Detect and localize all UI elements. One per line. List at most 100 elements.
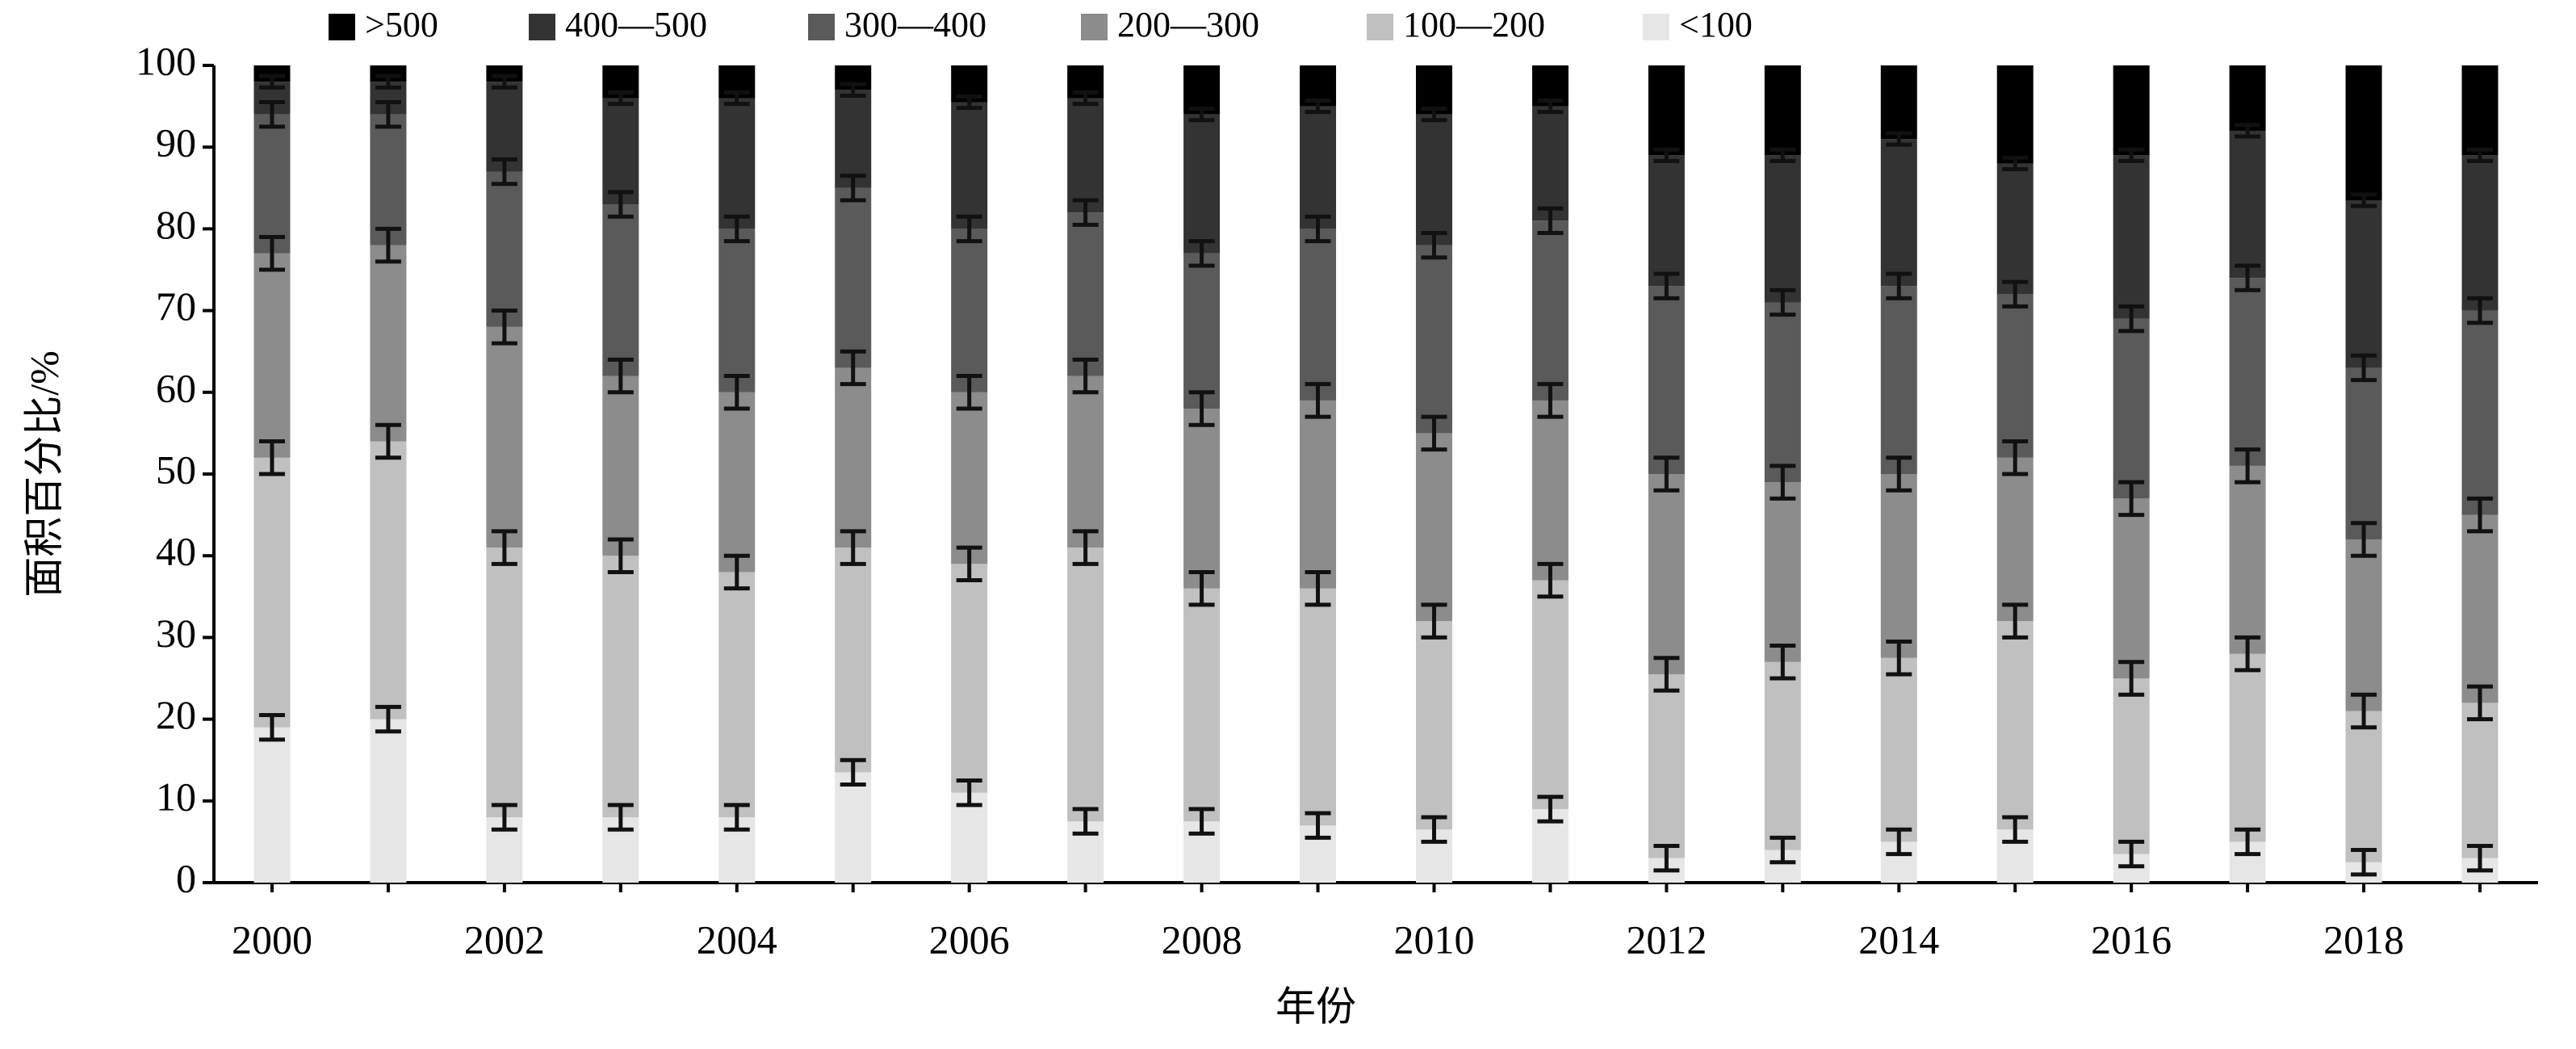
error-bar bbox=[1072, 529, 1099, 566]
bar-segment bbox=[2461, 155, 2499, 311]
bar-segment bbox=[1415, 114, 1452, 245]
bar-segment bbox=[486, 326, 523, 548]
bar-segment bbox=[951, 792, 988, 883]
bar-segment bbox=[2229, 653, 2266, 842]
bar-segment bbox=[1531, 220, 1569, 401]
error-bar bbox=[607, 357, 634, 395]
error-bar bbox=[2002, 815, 2029, 844]
bar-segment bbox=[602, 376, 639, 556]
error-bar bbox=[956, 214, 982, 244]
bar-segment bbox=[718, 98, 756, 229]
error-bar bbox=[607, 190, 634, 219]
error-bar bbox=[1537, 99, 1564, 115]
error-bar bbox=[491, 157, 517, 187]
error-bar bbox=[1653, 843, 1680, 873]
error-bar bbox=[840, 757, 866, 787]
error-bar bbox=[2235, 123, 2261, 139]
error-bar bbox=[1886, 639, 1912, 677]
error-bar bbox=[2351, 521, 2377, 558]
bar-segment bbox=[2113, 318, 2150, 499]
error-bar bbox=[1188, 239, 1215, 268]
error-bar bbox=[2351, 353, 2377, 383]
bar-segment bbox=[1648, 474, 1685, 674]
bar-segment bbox=[1067, 98, 1104, 213]
error-bar bbox=[491, 529, 517, 566]
error-bar bbox=[1770, 287, 1796, 317]
x-tick-label: 2012 bbox=[1626, 917, 1707, 962]
error-bar bbox=[956, 94, 982, 111]
error-bar bbox=[258, 73, 285, 90]
bar-segment bbox=[951, 229, 988, 392]
error-bar bbox=[840, 174, 866, 203]
bar-segment bbox=[1764, 482, 1801, 662]
bar-segment bbox=[1415, 245, 1452, 434]
error-bar bbox=[1770, 464, 1796, 501]
bar-segment bbox=[2229, 65, 2266, 131]
error-bar bbox=[1537, 206, 1564, 235]
error-bar bbox=[1421, 107, 1447, 123]
error-bar bbox=[723, 214, 750, 244]
error-bar bbox=[607, 803, 634, 832]
bar-segment bbox=[718, 392, 756, 573]
error-bar bbox=[1072, 90, 1099, 107]
error-bar bbox=[2235, 447, 2261, 485]
y-tick-label: 10 bbox=[156, 774, 196, 819]
y-tick-label: 50 bbox=[156, 447, 196, 492]
bar-segment bbox=[1880, 657, 1917, 842]
bar-segment bbox=[1648, 673, 1685, 858]
error-bar bbox=[1072, 357, 1099, 395]
error-bar bbox=[2002, 279, 2029, 309]
x-tick-label: 2010 bbox=[1393, 917, 1474, 962]
bar-segment bbox=[370, 114, 407, 245]
bar-segment bbox=[1880, 139, 1917, 287]
bar-segment bbox=[1415, 433, 1452, 622]
legend-label: 300—400 bbox=[844, 5, 986, 44]
error-bar bbox=[723, 90, 750, 107]
bar-segment bbox=[1996, 294, 2034, 458]
error-bar bbox=[1653, 455, 1680, 493]
legend-swatch bbox=[1081, 14, 1108, 40]
bar-segment bbox=[1067, 376, 1104, 548]
bar-segment bbox=[370, 245, 407, 442]
error-bar bbox=[2002, 155, 2029, 172]
error-bar bbox=[1305, 382, 1331, 419]
bar-segment bbox=[2461, 703, 2499, 858]
error-bar bbox=[1072, 198, 1099, 227]
bar-segment bbox=[835, 548, 872, 773]
error-bar bbox=[2467, 496, 2494, 534]
legend-swatch bbox=[1367, 14, 1393, 40]
error-bar bbox=[2467, 843, 2494, 873]
error-bar bbox=[258, 713, 285, 742]
error-bar bbox=[1188, 807, 1215, 836]
error-bar bbox=[840, 529, 866, 566]
error-bar bbox=[607, 90, 634, 107]
error-bar bbox=[2351, 848, 2377, 877]
error-bar bbox=[2118, 480, 2145, 518]
error-bar bbox=[1886, 131, 1912, 147]
error-bar bbox=[2235, 827, 2261, 857]
bar-segment bbox=[2229, 278, 2266, 466]
error-bar bbox=[375, 704, 401, 734]
y-tick-label: 80 bbox=[156, 202, 196, 247]
error-bar bbox=[491, 308, 517, 346]
bar-segment bbox=[835, 772, 872, 883]
error-bar bbox=[2235, 635, 2261, 673]
error-bar bbox=[375, 100, 401, 129]
error-bar bbox=[375, 422, 401, 460]
legend-swatch bbox=[529, 14, 555, 40]
bar-segment bbox=[1764, 661, 1801, 850]
bar-segment bbox=[253, 253, 291, 458]
error-bar bbox=[956, 778, 982, 808]
bar-segment bbox=[2345, 711, 2382, 862]
error-bar bbox=[1188, 107, 1215, 123]
error-bar bbox=[1770, 147, 1796, 163]
bar-segment bbox=[253, 114, 291, 254]
error-bar bbox=[2467, 296, 2494, 325]
bar-segment bbox=[486, 171, 523, 327]
x-tick-label: 2014 bbox=[1858, 917, 1939, 962]
error-bar bbox=[1421, 230, 1447, 260]
error-bar bbox=[1305, 99, 1331, 115]
bar-segment bbox=[1531, 580, 1569, 809]
bar-segment bbox=[370, 441, 407, 720]
